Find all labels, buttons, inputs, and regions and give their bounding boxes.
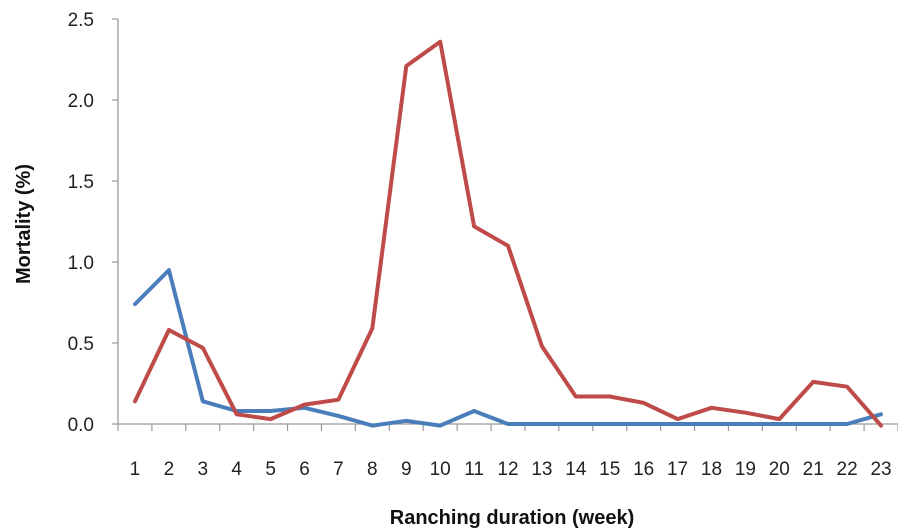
series-line-2 <box>133 39 883 428</box>
x-tick-label: 13 <box>531 459 552 480</box>
series-line-1 <box>133 268 883 428</box>
y-tick-label: 0.0 <box>68 415 94 436</box>
x-tick-label: 2 <box>164 459 175 480</box>
x-tick-label: 21 <box>803 459 824 480</box>
x-axis-ticks: 1 2 3 4 5 6 7 8 9 10 11 12 13 14 15 16 17 18 19 20 21 22 23 <box>117 424 898 480</box>
x-tick-label: 18 <box>701 459 722 480</box>
x-tick-label: 15 <box>599 459 620 480</box>
x-axis-title: Ranching duration (week) <box>390 507 634 529</box>
x-tick-label: 20 <box>769 459 790 480</box>
x-tick-label: 7 <box>333 459 344 480</box>
x-tick-label: 23 <box>870 459 891 480</box>
x-tick-label: 6 <box>299 459 310 480</box>
x-tick-label: 22 <box>837 459 858 480</box>
y-tick-label: 2.5 <box>68 10 94 31</box>
x-tick-label: 16 <box>633 459 654 480</box>
x-tick-label: 10 <box>430 459 451 480</box>
y-tick-label: 1.5 <box>68 172 94 193</box>
series-group <box>133 39 883 428</box>
x-tick-label: 8 <box>367 459 378 480</box>
x-tick-label: 5 <box>265 459 276 480</box>
y-tick-label: 2.0 <box>68 91 94 112</box>
y-tick-label: 0.5 <box>68 334 94 355</box>
x-tick-label: 1 <box>130 459 141 480</box>
y-axis-title: Mortality (%) <box>13 164 35 284</box>
x-tick-label: 12 <box>497 459 518 480</box>
x-tick-label: 19 <box>735 459 756 480</box>
x-tick-label: 3 <box>197 459 208 480</box>
x-tick-label: 11 <box>464 459 484 480</box>
y-tick-label: 1.0 <box>68 253 94 274</box>
x-tick-label: 14 <box>565 459 587 480</box>
x-tick-label: 4 <box>231 459 242 480</box>
x-tick-label: 17 <box>667 459 688 480</box>
x-tick-label: 9 <box>401 459 412 480</box>
y-axis-ticks: 0.0 0.5 1.0 1.5 2.0 2.5 <box>68 10 118 436</box>
